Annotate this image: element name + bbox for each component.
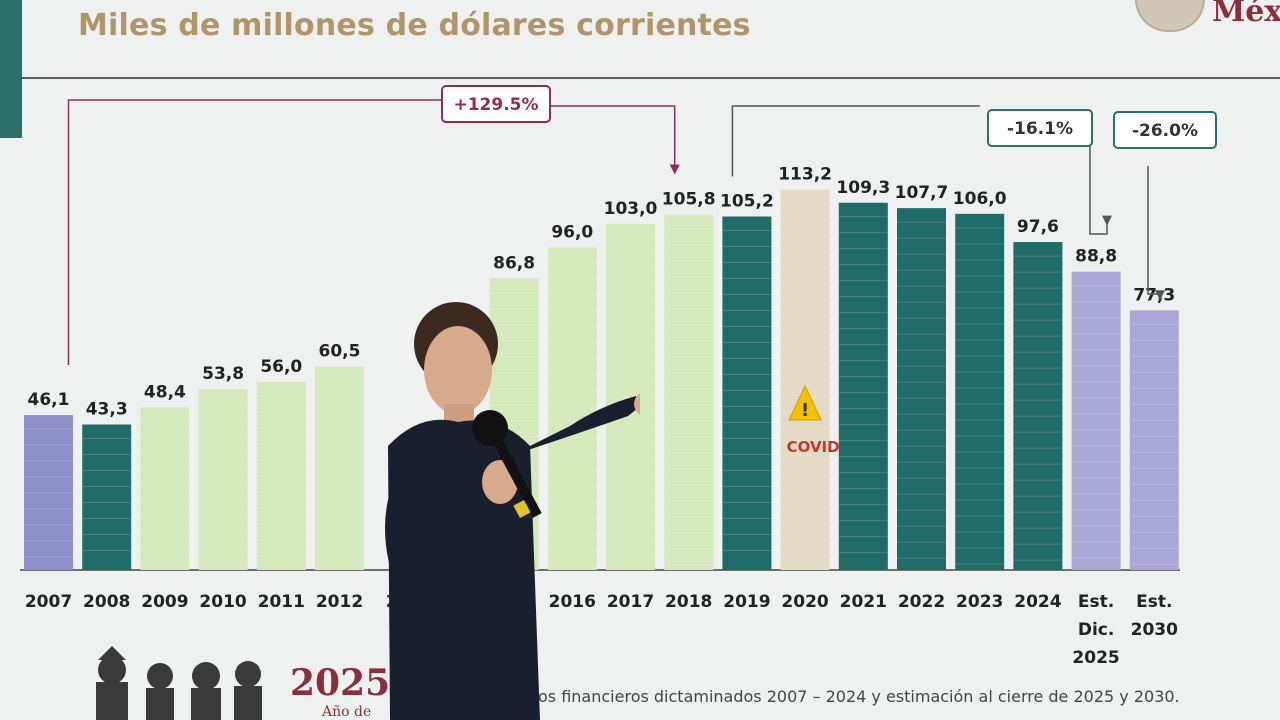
chart-footnote: os financieros dictaminados 2007 – 2024 … bbox=[538, 687, 1180, 706]
tick-label-14-0: 2021 bbox=[840, 592, 887, 612]
tick-label-0-0: 2007 bbox=[25, 592, 72, 612]
annotation-label-growth: +129.5% bbox=[453, 95, 538, 115]
tick-label-17-0: 2024 bbox=[1014, 592, 1061, 612]
data-label-18: 88,8 bbox=[1075, 247, 1117, 267]
data-label-14: 109,3 bbox=[836, 178, 890, 198]
bar-13 bbox=[780, 189, 830, 570]
annotation-line-2030 bbox=[1147, 166, 1161, 295]
data-label-8: 86,8 bbox=[493, 253, 535, 273]
warning-icon-mark: ! bbox=[801, 400, 809, 421]
footer-year-subtitle: Año de bbox=[322, 704, 372, 720]
annotation-line-decline bbox=[731, 105, 980, 177]
chart-title: Miles de millones de dólares corrientes bbox=[78, 8, 751, 43]
annotation-line-2025 bbox=[1089, 146, 1108, 235]
annotation-label-2025-box bbox=[987, 109, 1093, 147]
data-label-10: 103,0 bbox=[604, 199, 658, 219]
data-label-17: 97,6 bbox=[1017, 217, 1059, 237]
annotation-label-2030: -26.0% bbox=[1132, 121, 1198, 141]
tick-label-2-0: 2009 bbox=[141, 592, 188, 612]
data-label-13: 113,2 bbox=[778, 165, 832, 185]
bar-10 bbox=[606, 223, 655, 571]
tick-label-19-0: Est. bbox=[1136, 592, 1172, 612]
annotation-label-2025: -16.1% bbox=[1007, 119, 1073, 139]
data-label-4: 56,0 bbox=[260, 357, 302, 377]
bar-5 bbox=[315, 366, 364, 570]
annotation-line-left bbox=[67, 99, 441, 366]
tick-label-1-0: 2008 bbox=[83, 592, 130, 612]
tick-label-10-0: 2017 bbox=[607, 592, 654, 612]
bar-3 bbox=[198, 389, 248, 570]
warning-icon bbox=[788, 384, 822, 421]
bar-12 bbox=[722, 216, 772, 570]
data-label-12: 105,2 bbox=[720, 192, 774, 212]
tick-label-16-0: 2023 bbox=[956, 592, 1003, 612]
tick-label-18-1: Dic. bbox=[1078, 620, 1114, 640]
tick-label-13-0: 2020 bbox=[781, 592, 828, 612]
tick-label-12-0: 2019 bbox=[723, 592, 770, 612]
presenter-photo bbox=[385, 302, 640, 720]
data-label-9: 96,0 bbox=[551, 222, 593, 242]
annotation-arrowhead bbox=[1102, 215, 1112, 226]
annotation-arrowhead bbox=[1155, 290, 1165, 301]
bar-2 bbox=[140, 407, 190, 570]
title-divider bbox=[22, 77, 1280, 79]
bar-14 bbox=[838, 202, 888, 570]
annotation-label-2030-box bbox=[1113, 111, 1217, 149]
tick-label-4-0: 2011 bbox=[258, 592, 305, 612]
annotation-label-growth-box bbox=[441, 85, 551, 123]
data-label-11: 105,8 bbox=[662, 190, 716, 210]
data-label-15: 107,7 bbox=[895, 183, 949, 203]
bar-18 bbox=[1071, 271, 1121, 570]
bar-19 bbox=[1129, 310, 1179, 570]
data-label-5: 60,5 bbox=[319, 342, 361, 362]
bar-1 bbox=[82, 424, 132, 570]
bar-9 bbox=[547, 247, 597, 570]
side-accent-bar bbox=[0, 0, 22, 138]
tick-label-9-0: 2016 bbox=[549, 592, 596, 612]
footer-year: 2025 bbox=[290, 662, 391, 704]
bar-16 bbox=[955, 213, 1005, 570]
data-label-3: 53,8 bbox=[202, 364, 244, 384]
tick-label-11-0: 2018 bbox=[665, 592, 712, 612]
tick-label-5-0: 2012 bbox=[316, 592, 363, 612]
government-logo: Méx bbox=[1212, 0, 1280, 29]
bar-0 bbox=[24, 415, 73, 570]
bar-17 bbox=[1013, 242, 1063, 570]
tick-label-3-0: 2010 bbox=[199, 592, 246, 612]
data-label-2: 48,4 bbox=[144, 382, 186, 402]
annotation-arrowhead bbox=[669, 164, 680, 175]
annotation-line-right bbox=[551, 105, 676, 169]
data-label-0: 46,1 bbox=[28, 390, 70, 410]
bar-15 bbox=[897, 208, 946, 571]
footer-women-illustration-icon bbox=[96, 646, 262, 720]
tick-label-18-2: 2025 bbox=[1072, 648, 1119, 668]
bar-11 bbox=[664, 214, 714, 570]
tick-label-15-0: 2022 bbox=[898, 592, 945, 612]
bar-4 bbox=[256, 381, 306, 570]
tick-label-19-1: 2030 bbox=[1131, 620, 1178, 640]
data-label-1: 43,3 bbox=[86, 400, 128, 420]
data-label-16: 106,0 bbox=[953, 189, 1007, 209]
covid-label: COVID bbox=[787, 438, 840, 456]
tick-label-18-0: Est. bbox=[1078, 592, 1114, 612]
data-label-19: 77,3 bbox=[1133, 285, 1175, 305]
